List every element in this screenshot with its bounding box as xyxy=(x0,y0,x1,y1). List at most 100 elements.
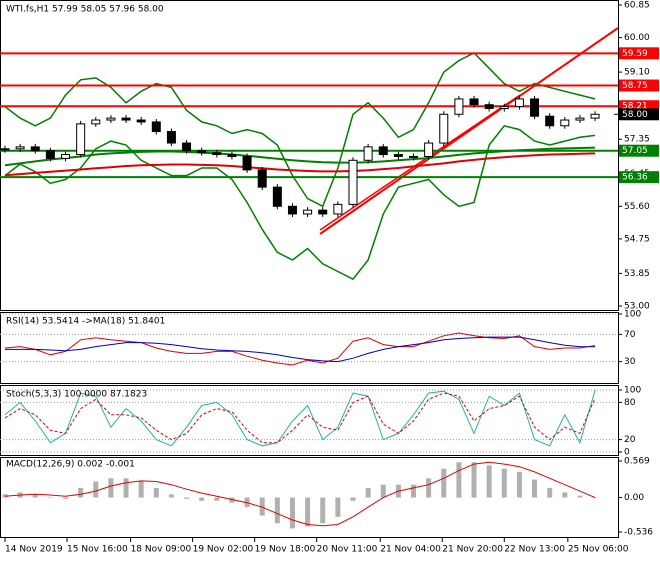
x-tick-label: 15 Nov 16:00 xyxy=(67,545,128,555)
histogram-bar xyxy=(168,494,174,498)
y-tick-label: 57.35 xyxy=(624,135,650,145)
histogram-bar xyxy=(184,497,190,499)
candle-body xyxy=(0,148,10,151)
histogram-bar xyxy=(380,484,386,498)
histogram-bar xyxy=(274,497,280,524)
level-label: 56.36 xyxy=(622,173,648,183)
histogram-bar xyxy=(153,487,159,498)
histogram-bar xyxy=(199,497,205,501)
candle-body xyxy=(227,154,237,157)
histogram-bar xyxy=(93,481,99,498)
histogram-bar xyxy=(592,497,598,498)
candle-body xyxy=(454,98,464,115)
histogram-bar xyxy=(320,497,326,524)
panel-title: WTI.fs,H1 57.99 58.05 57.96 58.00 xyxy=(6,5,164,15)
candle-body xyxy=(151,121,161,133)
x-tick-label: 20 Nov 11:00 xyxy=(317,545,378,555)
indicator-line xyxy=(4,392,596,444)
y-tick-label: 60.00 xyxy=(624,33,650,43)
panel-title: RSI(14) 53.5414 ->MA(18) 51.8401 xyxy=(6,317,165,327)
candle-body xyxy=(514,98,524,108)
histogram-bar xyxy=(562,492,568,498)
candle-body xyxy=(530,98,540,117)
histogram-bar xyxy=(123,478,129,498)
histogram-bar xyxy=(335,497,341,517)
candle-body xyxy=(424,142,434,157)
y-tick-label: 20 xyxy=(624,435,636,445)
candle-body xyxy=(30,146,40,152)
indicator-line xyxy=(5,336,596,363)
level-label: 58.75 xyxy=(622,81,648,91)
candle-body xyxy=(575,117,585,121)
candle-body xyxy=(76,123,86,156)
candle-body xyxy=(333,203,343,215)
candle-body xyxy=(348,159,358,205)
histogram-bar xyxy=(471,462,477,498)
candle-body xyxy=(197,150,207,154)
candle-body xyxy=(303,209,313,215)
histogram-bar xyxy=(229,497,235,503)
histogram-bar xyxy=(486,465,492,498)
histogram-bar xyxy=(350,497,356,501)
histogram-bar xyxy=(32,494,38,498)
histogram-bar xyxy=(63,497,69,499)
x-tick-label: 25 Nov 06:00 xyxy=(568,545,629,555)
candle-body xyxy=(469,98,479,106)
histogram-bar xyxy=(441,468,447,498)
y-tick-label: 80 xyxy=(624,398,636,408)
candle-body xyxy=(484,104,494,110)
indicator-line xyxy=(4,332,596,366)
x-tick-label: 19 Nov 02:00 xyxy=(193,545,254,555)
histogram-bar xyxy=(532,479,538,498)
histogram-bar xyxy=(289,497,295,529)
y-tick-label: 100 xyxy=(624,386,641,396)
candle-body xyxy=(242,155,252,171)
histogram-bar xyxy=(214,497,220,501)
indicator-line xyxy=(4,124,596,281)
rsi-frame xyxy=(0,312,619,384)
indicator-line xyxy=(4,51,596,208)
candle-body xyxy=(91,119,101,125)
histogram-bar xyxy=(426,478,432,498)
histogram-bar xyxy=(259,497,265,516)
level-label-bg xyxy=(619,144,659,157)
candle-body xyxy=(287,205,297,215)
histogram-bar xyxy=(108,478,114,498)
candle-body xyxy=(545,115,555,127)
level-label: 58.21 xyxy=(622,102,648,112)
y-tick-label: 0 xyxy=(624,448,630,458)
histogram-bar xyxy=(516,471,522,498)
y-tick-label: 55.60 xyxy=(624,202,650,212)
panel-title: Stoch(5,3,3) 100.0000 87.1823 xyxy=(6,390,147,400)
level-label: 59.59 xyxy=(622,49,648,59)
candle-body xyxy=(363,146,373,161)
candle-body xyxy=(393,154,403,157)
candle-body xyxy=(61,154,71,159)
y-tick-label: 60.85 xyxy=(624,1,650,11)
y-tick-label: 54.75 xyxy=(624,234,650,244)
candle-body xyxy=(318,209,328,215)
main-frame xyxy=(0,0,619,311)
histogram-bar xyxy=(138,481,144,498)
histogram-bar xyxy=(501,468,507,498)
stoch-frame xyxy=(0,385,619,456)
candle-body xyxy=(45,150,55,159)
histogram-bar xyxy=(365,487,371,498)
x-tick-label: 22 Nov 13:00 xyxy=(504,545,565,555)
y-tick-label: 30 xyxy=(624,357,636,367)
indicator-line xyxy=(4,389,596,447)
histogram-bar xyxy=(547,487,553,498)
candle-body xyxy=(136,119,146,123)
trend-line xyxy=(319,27,619,235)
histogram-bar xyxy=(456,462,462,498)
panel-title: MACD(12,26,9) 0.002 -0.001 xyxy=(6,460,135,470)
histogram-bar xyxy=(78,487,84,498)
x-tick-label: 21 Nov 20:00 xyxy=(442,545,503,555)
level-label-bg xyxy=(619,79,659,92)
candle-body xyxy=(590,113,600,119)
candle-body xyxy=(257,169,267,188)
candle-body xyxy=(499,106,509,110)
histogram-bar xyxy=(47,497,53,499)
